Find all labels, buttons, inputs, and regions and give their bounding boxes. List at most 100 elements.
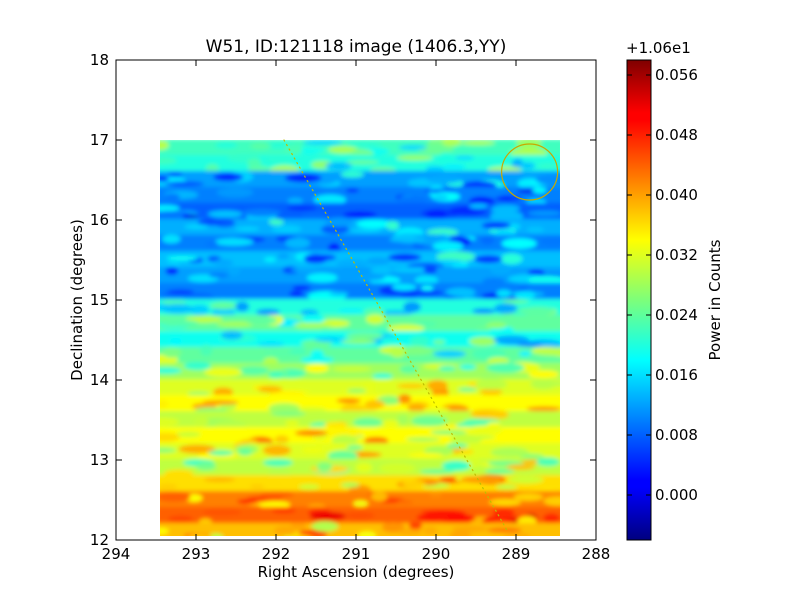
heatmap-blob <box>175 431 201 438</box>
heatmap-blob <box>379 310 413 316</box>
heatmap-blob <box>386 220 400 231</box>
heatmap-blob <box>387 324 425 332</box>
heatmap-blob <box>289 348 307 355</box>
heatmap-blob <box>503 532 531 536</box>
heatmap-blob <box>340 339 377 345</box>
heatmap-blob <box>507 475 544 484</box>
heatmap-blob <box>340 482 360 488</box>
heatmap-blob <box>364 399 385 409</box>
heatmap-blob <box>274 435 289 444</box>
heatmap-blob <box>537 163 558 170</box>
heatmap-blob <box>300 309 319 316</box>
heatmap-blob <box>449 434 483 445</box>
heatmap-blob <box>402 480 427 488</box>
heatmap-blob <box>408 453 443 458</box>
heatmap-blob <box>389 346 406 358</box>
heatmap-blob <box>202 508 242 516</box>
y-tick-label: 16 <box>90 211 109 229</box>
heatmap-blob <box>262 444 292 456</box>
heatmap-blob <box>460 476 500 484</box>
heatmap-blob <box>526 406 560 412</box>
heatmap-blob <box>189 304 210 316</box>
heatmap-blob <box>426 380 448 391</box>
heatmap-blob <box>357 530 377 536</box>
heatmap-blob <box>161 300 187 305</box>
heatmap-blob <box>495 196 512 202</box>
heatmap-blob <box>432 339 446 345</box>
heatmap-blob <box>160 211 185 221</box>
heatmap-blob <box>169 337 182 345</box>
heatmap-blob <box>445 287 476 297</box>
heatmap-blob <box>327 450 358 462</box>
heatmap-blob <box>193 417 209 427</box>
heatmap-blob <box>490 210 524 222</box>
heatmap-blob <box>216 321 256 328</box>
heatmap-blob <box>425 165 445 173</box>
heatmap-blob <box>166 255 198 261</box>
heatmap-blob <box>237 448 253 456</box>
heatmap-blob <box>482 373 499 380</box>
heatmap-blob <box>416 143 455 155</box>
heatmap-blob <box>162 303 194 314</box>
heatmap-blob <box>346 444 363 451</box>
heatmap-blob <box>501 238 537 249</box>
heatmap-blob <box>382 419 399 427</box>
heatmap-blob <box>496 484 518 490</box>
heatmap-blob <box>256 308 280 316</box>
heatmap-blob <box>203 477 236 483</box>
heatmap-blob <box>430 429 468 435</box>
heatmap-blob <box>298 484 320 490</box>
heatmap-blob <box>344 141 383 147</box>
heatmap-blob <box>213 259 234 267</box>
heatmap-blob <box>479 388 503 396</box>
heatmap-blob <box>403 301 421 313</box>
heatmap-blob <box>184 224 209 230</box>
heatmap-blob <box>533 348 560 356</box>
heatmap-blob <box>472 308 496 314</box>
x-tick-label: 291 <box>342 545 371 563</box>
heatmap-blob <box>370 266 393 275</box>
heatmap-blob <box>521 171 540 180</box>
heatmap-blob <box>405 437 441 442</box>
heatmap-blob <box>208 533 224 536</box>
heatmap-blob <box>260 491 294 498</box>
heatmap-blob <box>500 253 523 265</box>
heatmap-blob <box>353 500 369 507</box>
heatmap-blob <box>227 266 241 276</box>
heatmap-blob <box>160 483 178 490</box>
heatmap-blob <box>270 410 306 417</box>
heatmap-blob <box>345 332 384 340</box>
heatmap-blob <box>492 204 521 212</box>
heatmap-blob <box>209 272 229 278</box>
y-axis-label: Declination (degrees) <box>68 219 86 381</box>
heatmap-blob <box>388 253 422 262</box>
heatmap-blob <box>438 365 457 372</box>
heatmap-blob <box>197 218 223 226</box>
heatmap-blob <box>268 371 285 379</box>
heatmap-blob <box>423 407 450 412</box>
heatmap-blob <box>263 157 296 164</box>
heatmap-blob <box>160 176 169 182</box>
heatmap-blob <box>263 350 298 357</box>
colorbar-tick-label: 0.040 <box>655 186 698 204</box>
colorbar-offset-label: +1.06e1 <box>626 39 691 57</box>
heatmap-blob <box>416 513 450 522</box>
heatmap-blob <box>301 211 328 219</box>
heatmap-blob <box>411 415 448 427</box>
heatmap-blob <box>506 464 536 471</box>
heatmap-blob <box>161 234 181 244</box>
heatmap-blob <box>407 403 426 412</box>
colorbar-tick-label: 0.056 <box>655 66 698 84</box>
heatmap-blob <box>160 319 199 327</box>
heatmap-blob <box>438 152 454 164</box>
heatmap-blob <box>302 140 343 146</box>
heatmap-blob <box>398 393 412 405</box>
heatmap-blob <box>160 447 177 453</box>
colorbar-tick-label: 0.000 <box>655 486 698 504</box>
heatmap-blob <box>188 534 212 536</box>
heatmap-blob <box>367 257 391 266</box>
heatmap-blob <box>454 155 474 161</box>
heatmap-blob <box>395 196 428 204</box>
heatmap-blob <box>324 217 353 227</box>
heatmap-blob <box>388 237 426 243</box>
